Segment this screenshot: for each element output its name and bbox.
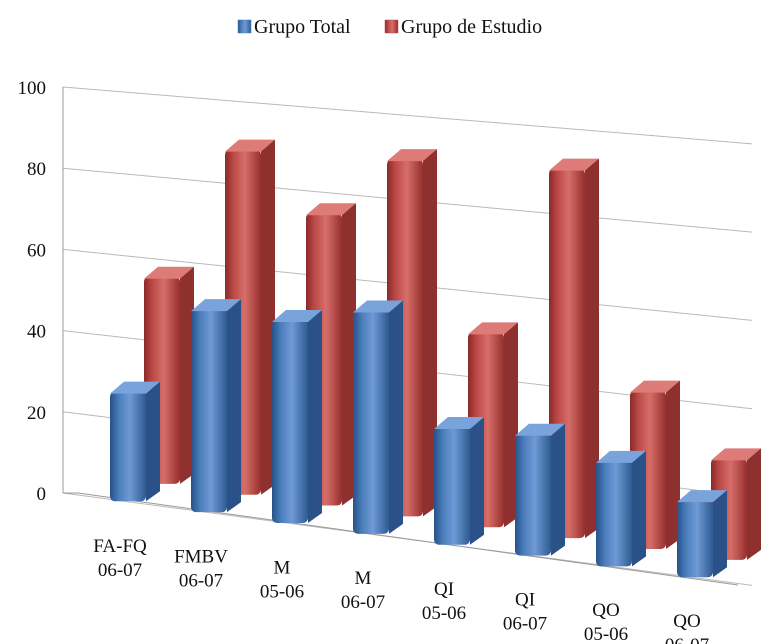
x-tick-label: QI 05-06 — [422, 579, 466, 624]
bar — [515, 423, 565, 556]
x-tick-label: M 05-06 — [260, 557, 304, 602]
y-tick-label: 40 — [27, 322, 46, 343]
x-axis: FA-FQ 06-07 FMBV 06-07 M 05-06 M 06-07 QI 05-06 QI… — [93, 536, 709, 644]
bar-top — [110, 381, 160, 394]
bar-side — [504, 322, 518, 528]
bar-top — [306, 203, 356, 216]
bar-top — [549, 158, 599, 171]
y-tick-label: 80 — [27, 159, 46, 180]
floor-edge — [77, 492, 739, 586]
bar-side — [470, 416, 484, 545]
x-tick-label: FA-FQ 06-07 — [93, 536, 147, 581]
y-tick-label: 60 — [27, 240, 46, 261]
legend-label: Grupo Total — [254, 16, 351, 38]
bar-side — [551, 423, 565, 556]
bar — [272, 310, 322, 524]
bar-top — [387, 149, 437, 162]
gridline — [62, 86, 753, 145]
bar — [110, 381, 160, 502]
legend: Grupo Total Grupo de Estudio — [237, 16, 542, 38]
bar-front — [110, 391, 146, 502]
bar-side — [666, 380, 680, 549]
y-tick-label: 100 — [18, 78, 47, 99]
bar-front — [434, 426, 470, 545]
bar-side — [180, 266, 194, 484]
bar-front — [677, 500, 713, 578]
bar-top — [434, 416, 484, 429]
bar-top — [711, 448, 761, 461]
bar-top — [468, 322, 518, 335]
bar-side — [585, 158, 599, 539]
bar-top — [677, 490, 727, 503]
x-tick-label: FMBV 06-07 — [174, 547, 228, 592]
bar-side — [308, 310, 322, 524]
bar-front — [191, 309, 227, 513]
legend-label: Grupo de Estudio — [401, 16, 542, 38]
bar-side — [342, 203, 356, 506]
bar-side — [632, 450, 646, 567]
y-tick-label: 0 — [37, 484, 47, 505]
bar — [677, 490, 727, 578]
legend-swatch — [237, 19, 252, 34]
bar-front — [353, 310, 389, 534]
bar — [387, 149, 437, 517]
y-tick-label: 20 — [27, 403, 46, 424]
bar-top — [515, 423, 565, 436]
x-tick-label: QO06-07 — [665, 611, 709, 644]
bar-top — [191, 299, 241, 312]
bar-top — [225, 139, 275, 152]
x-tick-label: QO 05-06 — [584, 600, 628, 644]
legend-swatch — [384, 19, 399, 34]
bar-top — [272, 310, 322, 323]
bar — [353, 300, 403, 534]
bar — [434, 416, 484, 545]
bar-top — [144, 266, 194, 279]
x-tick-label: M 06-07 — [341, 568, 385, 613]
bar-side — [261, 139, 275, 495]
bar-side — [389, 300, 403, 534]
bar — [191, 299, 241, 513]
bar-front — [596, 460, 632, 567]
x-tick-label: QI 06-07 — [503, 590, 547, 635]
bar-front — [272, 320, 308, 524]
bar-front — [515, 433, 551, 556]
bar-side — [146, 381, 160, 502]
bar-top — [353, 300, 403, 313]
bar — [596, 450, 646, 567]
bar-side — [227, 299, 241, 513]
bar-side — [747, 448, 761, 560]
bar-top — [630, 380, 680, 393]
bars — [110, 139, 761, 578]
bar-side — [423, 149, 437, 517]
bar-side — [713, 490, 727, 578]
bar-top — [596, 450, 646, 463]
y-axis: 0 20 40 60 80 100 — [18, 78, 47, 505]
